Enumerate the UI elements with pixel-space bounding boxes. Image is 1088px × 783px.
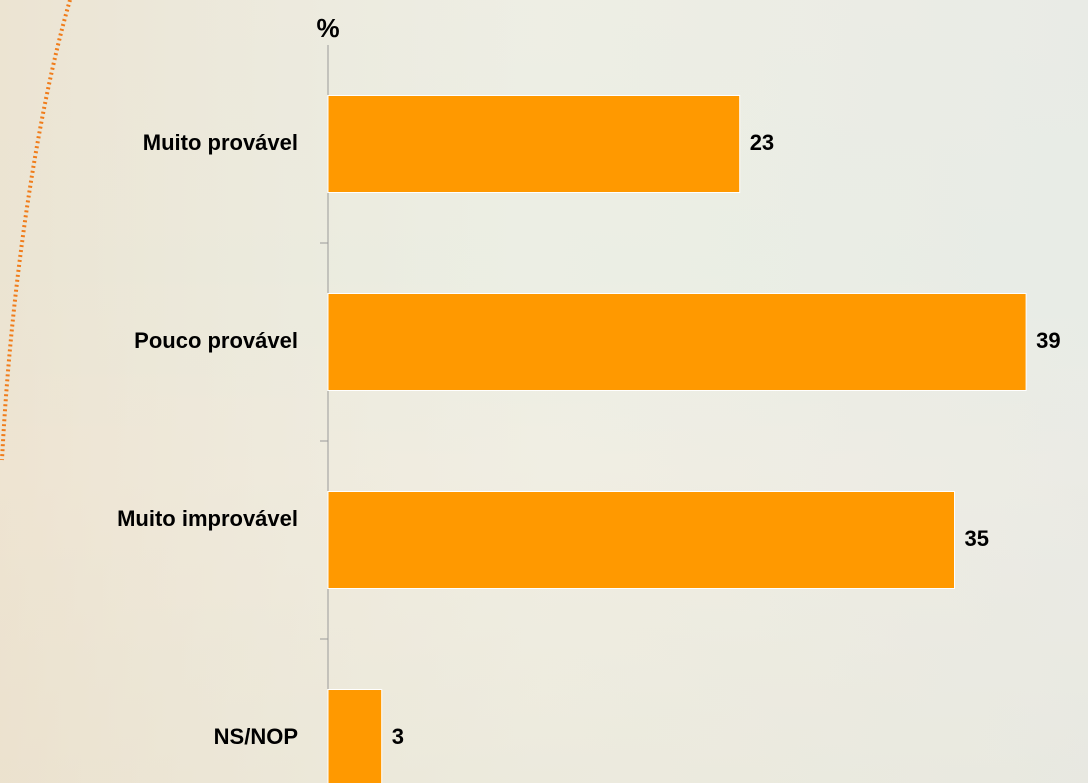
value-label: 3 [392, 724, 404, 749]
category-label: Muito provável [143, 130, 298, 155]
category-label: NS/NOP [214, 724, 298, 749]
bar [327, 293, 1027, 391]
bar [327, 491, 955, 589]
category-label: Muito improvável [117, 506, 298, 531]
bar [327, 95, 741, 193]
value-label: 23 [750, 130, 774, 155]
value-label: 39 [1036, 328, 1060, 353]
bar [327, 689, 383, 783]
value-label: 35 [965, 526, 989, 551]
category-label: Pouco provável [134, 328, 298, 353]
axis-unit-label: % [316, 13, 339, 43]
